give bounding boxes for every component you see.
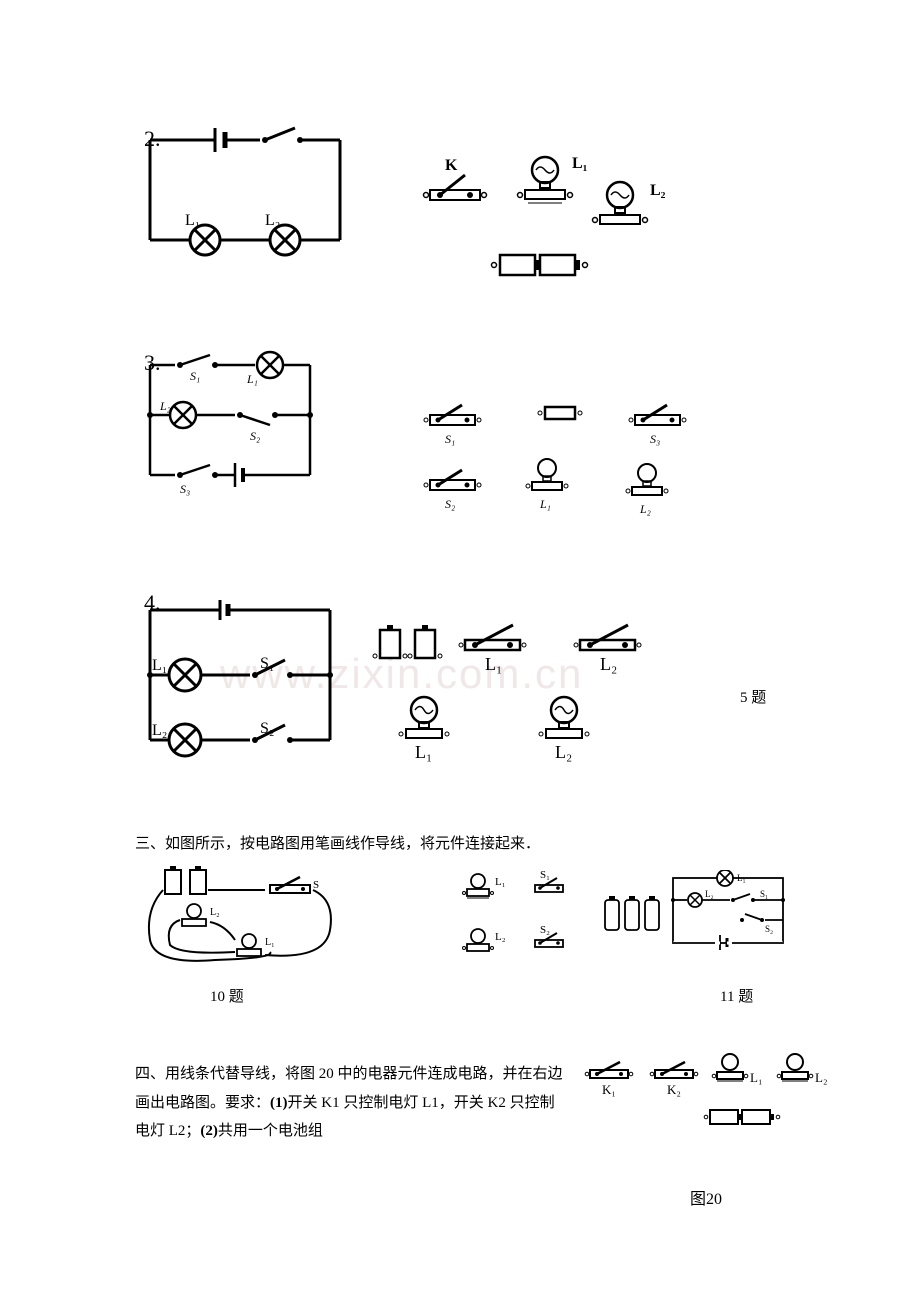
fig20-figure: K₁ K₂ L₁ L₂ [580, 1050, 840, 1160]
svg-text:L₂: L₂ [495, 931, 506, 943]
svg-text:K: K [445, 157, 458, 174]
svg-text:S₃: S₃ [650, 432, 660, 446]
svg-text:L₂: L₂ [705, 889, 714, 899]
svg-text:S₁: S₁ [540, 870, 550, 881]
s4-r2: (2) [200, 1123, 218, 1139]
svg-text:S₁: S₁ [445, 432, 455, 446]
svg-text:S₁: S₁ [260, 655, 274, 672]
svg-text:L₁: L₁ [185, 212, 200, 229]
p4-schematic: L₁ S₁ L₂ S₂ [130, 590, 360, 780]
svg-text:S₂: S₂ [765, 924, 773, 934]
caption-10: 10 题 [210, 985, 244, 1006]
q11-physical: L₁ S₁ L₂ S₂ [460, 870, 600, 980]
svg-text:S₃: S₃ [180, 482, 190, 496]
s4-r1: (1) [270, 1095, 288, 1111]
svg-text:L₂: L₂ [600, 654, 617, 674]
svg-text:L₂: L₂ [650, 182, 666, 199]
svg-text:K₁: K₁ [602, 1082, 616, 1097]
svg-text:L₁: L₁ [485, 654, 502, 674]
svg-text:L₂: L₂ [815, 1070, 827, 1085]
svg-text:L₁: L₁ [737, 873, 746, 883]
svg-text:L₁: L₁ [539, 497, 551, 511]
svg-text:L₁: L₁ [152, 657, 167, 674]
svg-text:L₁: L₁ [265, 937, 275, 948]
svg-text:L₁: L₁ [246, 372, 258, 386]
svg-text:L₂: L₂ [265, 212, 280, 229]
p3-physical: S₁ S₃ S₂ L₁ L₂ [420, 385, 740, 545]
s4-r2t: 共用一个电池组 [218, 1123, 323, 1139]
svg-text:L₁: L₁ [750, 1070, 762, 1085]
svg-text:L₂: L₂ [159, 399, 171, 413]
svg-text:S₂: S₂ [445, 497, 455, 511]
svg-text:L₂: L₂ [210, 907, 220, 918]
p2-physical: K L₁ L₂ [410, 140, 710, 310]
caption-5: 5 题 [740, 686, 766, 707]
q11-schematic: L₁ L₂ S₁ S₂ [665, 870, 795, 960]
svg-text:S₂: S₂ [540, 924, 550, 936]
svg-text:S₁: S₁ [760, 889, 768, 899]
caption-11: 11 题 [720, 985, 753, 1006]
svg-text:K₂: K₂ [667, 1082, 681, 1097]
svg-text:S₁: S₁ [190, 369, 200, 383]
p4-physical: L₁ L₂ L₁ L₂ [370, 600, 720, 780]
svg-text:L₁: L₁ [572, 155, 588, 172]
svg-text:L₂: L₂ [555, 742, 572, 762]
p2-schematic: L₁ L₂ [130, 120, 360, 270]
svg-text:L₂: L₂ [152, 722, 167, 739]
section-3-text: 三、如图所示，按电路图用笔画线作导线，将元件连接起来． [135, 830, 775, 859]
section-4-text: 四、用线条代替导线，将图 20 中的电器元件连成电路，并在右边画出电路图。要求：… [135, 1060, 565, 1146]
svg-text:S₂: S₂ [260, 720, 274, 737]
svg-text:S: S [313, 879, 319, 891]
svg-text:L₁: L₁ [495, 876, 506, 888]
q10-figure: S L₂ L₁ [135, 860, 355, 990]
q11-batteries [600, 895, 670, 945]
p3-schematic: S₁ L₁ L₂ S₂ S₃ [135, 345, 355, 535]
svg-text:L₂: L₂ [639, 502, 651, 516]
svg-text:L₁: L₁ [415, 742, 432, 762]
caption-fig20: 图20 [690, 1185, 722, 1209]
svg-text:S₂: S₂ [250, 429, 260, 443]
